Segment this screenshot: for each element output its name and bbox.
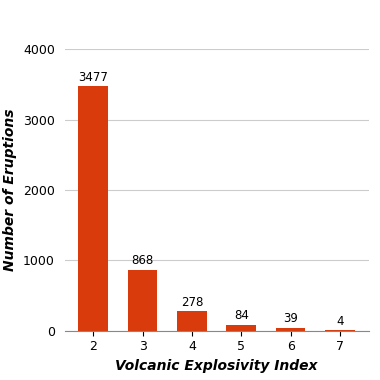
Text: 84: 84	[234, 309, 249, 322]
Bar	[276, 328, 306, 331]
Text: 4: 4	[336, 315, 344, 328]
Bar	[78, 86, 108, 331]
Text: Eruption Frequency vs Eruption Explosivity: Eruption Frequency vs Eruption Explosivi…	[0, 20, 380, 35]
Bar	[128, 269, 157, 331]
X-axis label: Volcanic Explosivity Index: Volcanic Explosivity Index	[116, 359, 318, 373]
Text: 39: 39	[283, 312, 298, 325]
Bar	[177, 311, 207, 331]
Y-axis label: Number of Eruptions: Number of Eruptions	[3, 109, 17, 271]
Bar	[226, 325, 256, 331]
Text: 278: 278	[181, 296, 203, 309]
Text: 868: 868	[131, 254, 154, 267]
Text: 3477: 3477	[78, 71, 108, 84]
